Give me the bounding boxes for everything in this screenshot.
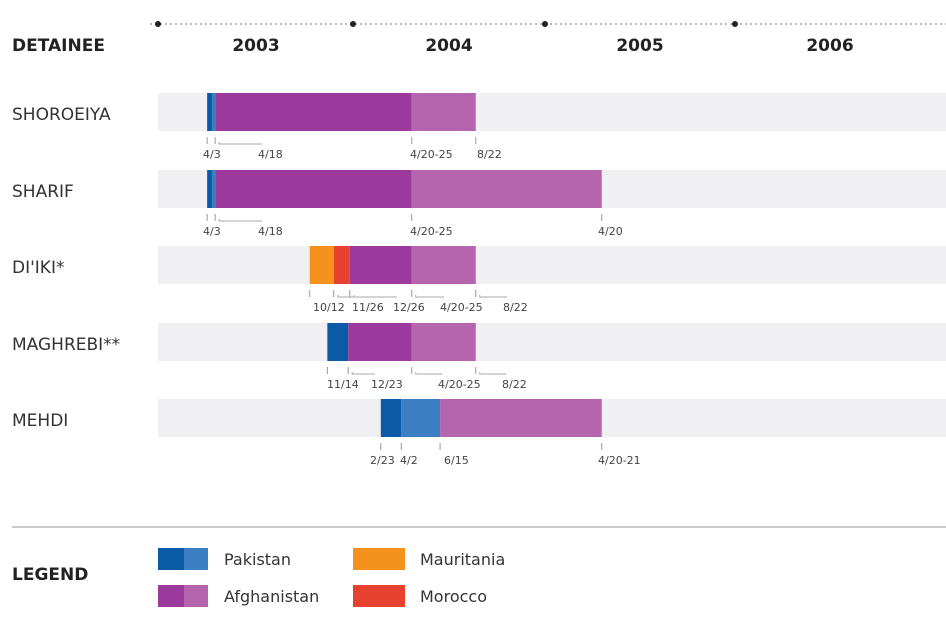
legend-swatch-pakistan-dark <box>158 548 184 570</box>
year-boundary-dot <box>350 21 356 27</box>
detainee-name: SHOROEIYA <box>12 105 111 125</box>
date-label: 4/20-21 <box>598 454 641 467</box>
segment-afghanistan-light <box>411 170 602 208</box>
date-bracket <box>353 295 397 298</box>
legend-swatch-afghanistan-dark <box>158 585 184 607</box>
row-background <box>158 246 946 284</box>
detainee-name: MAGHREBI** <box>12 335 120 355</box>
detainee-name: SHARIF <box>12 182 74 202</box>
row-background <box>158 323 946 361</box>
segment-afghanistan-dark <box>348 323 412 361</box>
date-bracket <box>479 372 506 375</box>
year-label-2003: 2003 <box>232 36 279 56</box>
header-detainee-label: DETAINEE <box>12 36 105 56</box>
segment-afghanistan-light <box>411 246 476 284</box>
year-boundary-dot <box>155 21 161 27</box>
date-bracket <box>479 295 507 298</box>
legend-label-afghanistan: Afghanistan <box>224 587 319 606</box>
date-bracket <box>218 142 262 145</box>
legend-label-mauritania: Mauritania <box>420 550 505 569</box>
detainee-name: DI'IKI* <box>12 258 64 278</box>
date-label: 4/18 <box>258 148 283 161</box>
date-label: 4/20-25 <box>410 225 453 238</box>
legend-label-morocco: Morocco <box>420 587 487 606</box>
segment-mauritania-dark <box>309 246 334 284</box>
date-bracket <box>415 295 444 298</box>
segment-morocco-dark <box>333 246 350 284</box>
legend-label-pakistan: Pakistan <box>224 550 291 569</box>
date-label: 4/2 <box>400 454 418 467</box>
date-label: 4/3 <box>203 225 221 238</box>
date-label: 11/26 <box>352 301 384 314</box>
year-boundary-dot <box>732 21 738 27</box>
date-label: 10/12 <box>313 301 345 314</box>
year-label-2004: 2004 <box>425 36 472 56</box>
year-boundary-dot <box>542 21 548 27</box>
date-label: 11/14 <box>327 378 359 391</box>
legend-swatch-afghanistan-light <box>184 585 208 607</box>
date-label: 12/26 <box>393 301 425 314</box>
date-bracket <box>337 295 356 298</box>
year-label-2006: 2006 <box>806 36 853 56</box>
date-bracket <box>415 372 442 375</box>
year-label-2005: 2005 <box>616 36 663 56</box>
date-label: 4/20-25 <box>438 378 481 391</box>
date-bracket <box>351 372 375 375</box>
date-bracket <box>218 219 262 222</box>
date-label: 4/20-25 <box>410 148 453 161</box>
legend-title: LEGEND <box>12 565 88 585</box>
segment-pakistan-light <box>211 93 216 131</box>
date-label: 4/20 <box>598 225 623 238</box>
date-label: 6/15 <box>444 454 469 467</box>
date-label: 2/23 <box>370 454 395 467</box>
segment-pakistan-dark <box>327 323 349 361</box>
date-label: 4/18 <box>258 225 283 238</box>
segment-pakistan-dark <box>380 399 402 437</box>
segment-afghanistan-light <box>440 399 602 437</box>
date-label: 8/22 <box>503 301 528 314</box>
segment-pakistan-light <box>401 399 441 437</box>
date-label: 4/3 <box>203 148 221 161</box>
segment-afghanistan-dark <box>215 170 412 208</box>
segment-pakistan-dark <box>207 170 212 208</box>
segment-pakistan-light <box>211 170 216 208</box>
segment-afghanistan-dark <box>349 246 412 284</box>
date-label: 4/20-25 <box>440 301 483 314</box>
segment-pakistan-dark <box>207 93 212 131</box>
legend-swatch-mauritania <box>353 548 405 570</box>
legend-swatch-pakistan-light <box>184 548 208 570</box>
date-label: 8/22 <box>502 378 527 391</box>
detainee-name: MEHDI <box>12 411 68 431</box>
legend-swatch-morocco <box>353 585 405 607</box>
segment-afghanistan-light <box>411 93 476 131</box>
segment-afghanistan-dark <box>215 93 412 131</box>
date-label: 8/22 <box>477 148 502 161</box>
segment-afghanistan-light <box>411 323 476 361</box>
date-label: 12/23 <box>371 378 403 391</box>
